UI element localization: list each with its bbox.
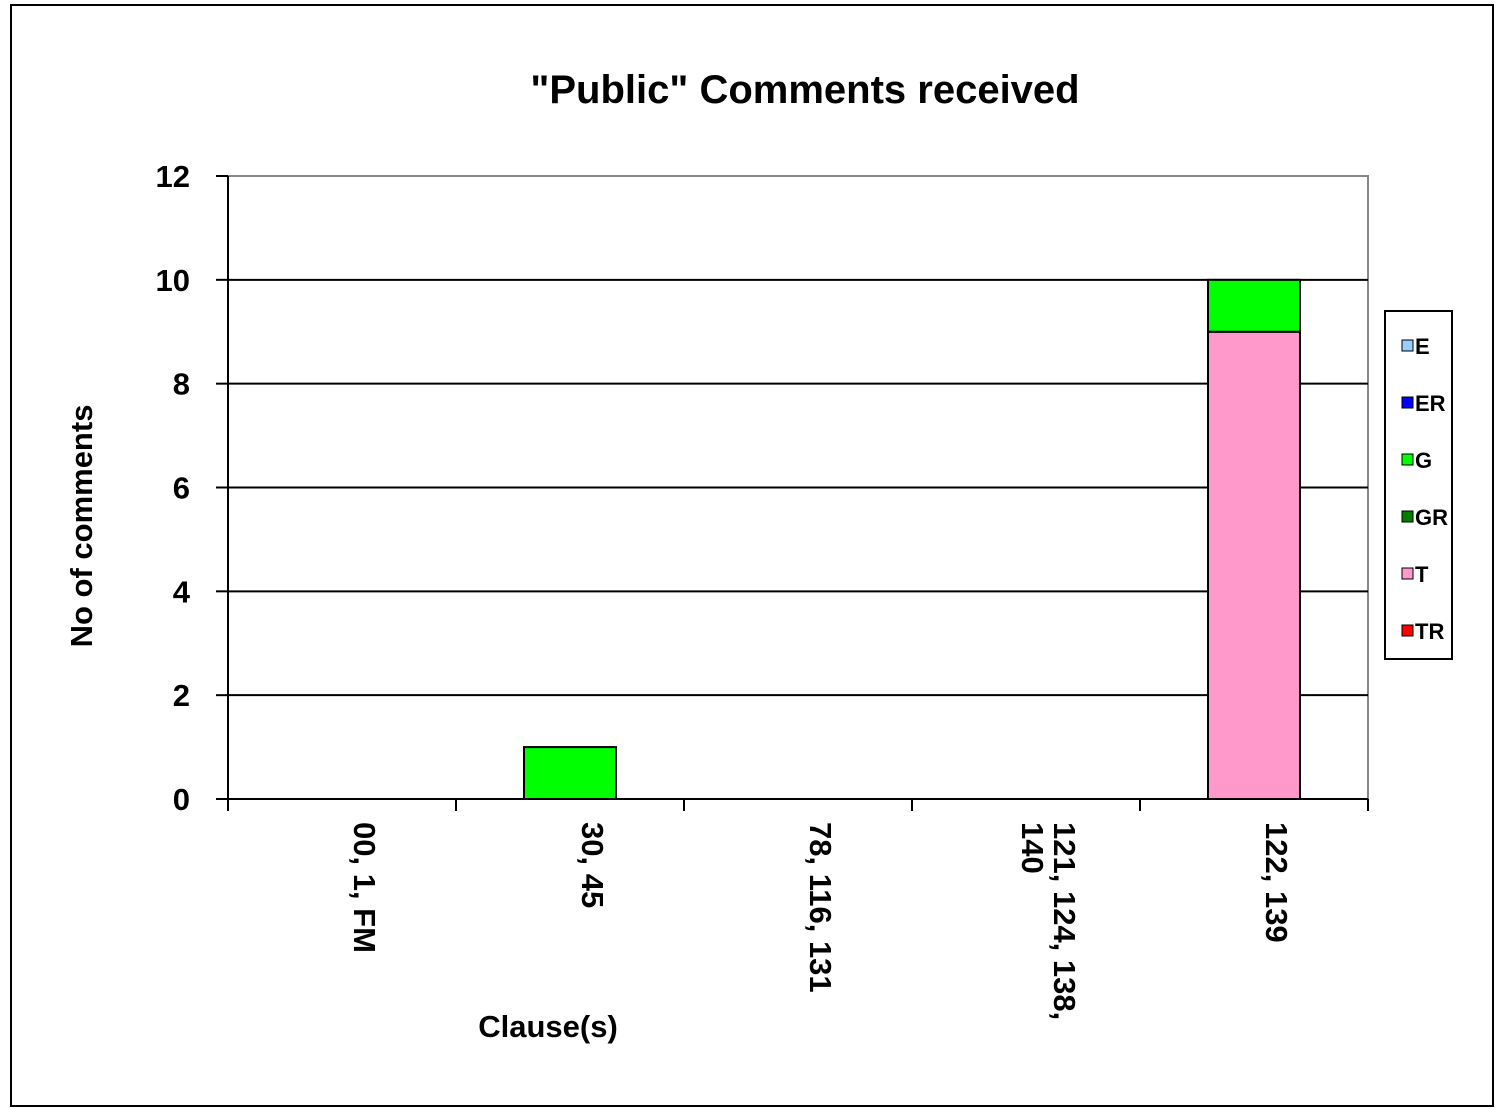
bars [523, 278, 1301, 800]
legend-swatch-t [1401, 567, 1414, 580]
legend-label-g: G [1415, 448, 1432, 473]
legend-swatch-tr [1401, 624, 1414, 637]
x-tick-label: 30, 45 [575, 822, 610, 908]
legend-label-gr: GR [1415, 505, 1448, 530]
legend-swatch-gr [1401, 510, 1414, 523]
legend-swatch-g [1401, 453, 1414, 466]
x-tick-label: 140 [1015, 822, 1050, 874]
bar-t-4 [1207, 330, 1301, 800]
y-tick-label: 12 [156, 159, 190, 194]
chart-title: "Public" Comments received [530, 68, 1079, 112]
legend-label-t: T [1415, 562, 1429, 587]
y-axis-label: No of comments [64, 405, 99, 648]
legend-label-er: ER [1415, 391, 1446, 416]
bar-g-1 [523, 746, 617, 800]
y-tick-label: 10 [156, 263, 190, 298]
legend-box [1384, 310, 1453, 660]
legend-label-e: E [1415, 334, 1430, 359]
bar-g-4 [1207, 278, 1301, 333]
legend-swatch-e [1401, 339, 1414, 352]
gridlines [227, 175, 1369, 800]
legend-label-tr: TR [1415, 619, 1444, 644]
y-tick-label: 4 [173, 574, 191, 609]
legend-swatch-er [1401, 396, 1414, 409]
y-tick-label: 0 [173, 782, 190, 817]
x-tick-label: 78, 116, 131 [803, 822, 838, 993]
x-axis-label: Clause(s) [478, 1009, 618, 1044]
y-tick-label: 2 [173, 678, 190, 713]
x-tick-label: 00, 1, FM [347, 822, 382, 953]
legend: E ER G GR T TR [1384, 310, 1453, 660]
axes: 0 2 4 6 8 10 12 00, 1, FM 30, 45 78, 116, 131 121,… [156, 159, 1369, 1020]
x-tick-label: 121, 124, 138, [1047, 822, 1082, 1020]
y-tick-label: 8 [173, 367, 190, 402]
x-tick-label: 122, 139 [1259, 822, 1294, 943]
y-tick-label: 6 [173, 471, 190, 506]
